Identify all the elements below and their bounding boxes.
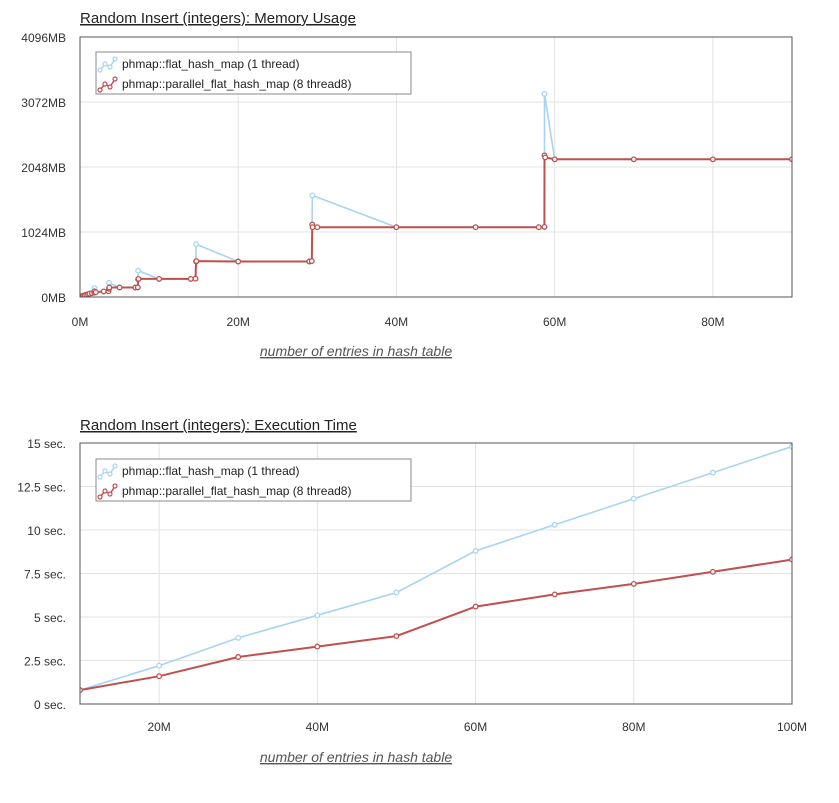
data-point xyxy=(630,580,637,587)
data-point xyxy=(135,275,142,282)
data-point xyxy=(100,288,107,295)
data-point xyxy=(187,275,194,282)
y-tick-label: 5 sec. xyxy=(34,611,66,625)
data-point xyxy=(393,224,400,231)
data-point xyxy=(193,241,200,248)
data-point xyxy=(135,267,142,274)
data-point xyxy=(393,589,400,596)
legend-entry: phmap::flat_hash_map (1 thread) xyxy=(122,57,299,71)
x-tick-label: 60M xyxy=(464,720,487,734)
chart-1: Random Insert (integers): Memory Usage 0M… xyxy=(21,10,793,359)
y-tick-label: 10 sec. xyxy=(27,524,66,538)
legend-entry: phmap::parallel_flat_hash_map (8 thread8… xyxy=(122,484,351,498)
data-point xyxy=(789,556,792,563)
data-point xyxy=(314,643,321,650)
plot-frame xyxy=(79,442,793,705)
legend-entry: phmap::parallel_flat_hash_map (8 thread8… xyxy=(122,77,351,91)
x-tick-label: 60M xyxy=(543,315,566,329)
y-tick-label: 7.5 sec. xyxy=(24,568,66,582)
series-line xyxy=(80,93,792,297)
x-tick-label: 80M xyxy=(622,720,645,734)
x-tick-label: 20M xyxy=(227,315,250,329)
y-tick-label: 1024MB xyxy=(21,226,66,240)
data-point xyxy=(551,156,558,163)
data-point xyxy=(789,156,792,163)
x-tick-label: 40M xyxy=(306,720,329,734)
x-tick-label: 80M xyxy=(701,315,724,329)
legend-entry: phmap::flat_hash_map (1 thread) xyxy=(122,464,299,478)
data-point xyxy=(235,654,242,660)
data-point xyxy=(472,224,479,231)
legend: phmap::flat_hash_map (1 thread)phmap::pa… xyxy=(95,51,412,95)
x-tick-label: 0M xyxy=(72,315,89,329)
series-line xyxy=(80,558,792,692)
legend-box xyxy=(95,51,412,95)
series-2 xyxy=(80,556,792,694)
data-point xyxy=(192,275,199,282)
chart-title: Random Insert (integers): Memory Usage xyxy=(80,10,356,27)
legend-box xyxy=(95,458,412,502)
data-point xyxy=(80,687,83,694)
data-point xyxy=(156,662,163,669)
legend-line-icon xyxy=(97,76,118,93)
data-point xyxy=(134,284,141,291)
data-point xyxy=(709,568,716,575)
series-2 xyxy=(80,152,792,297)
legend-line-icon xyxy=(97,56,118,73)
x-tick-label: 40M xyxy=(385,315,408,329)
x-tick-label: 20M xyxy=(147,720,170,734)
legend-line-icon xyxy=(97,483,118,500)
y-tick-label: 4096MB xyxy=(21,31,66,45)
data-point xyxy=(789,443,792,450)
data-point xyxy=(472,603,479,610)
series-line xyxy=(80,155,792,297)
data-point xyxy=(314,612,321,619)
series-1 xyxy=(80,443,792,694)
y-tick-label: 0 sec. xyxy=(34,698,66,712)
data-point xyxy=(106,279,112,286)
y-tick-label: 12.5 sec. xyxy=(17,481,66,495)
data-point xyxy=(472,547,479,554)
data-point xyxy=(106,284,113,291)
data-point xyxy=(314,224,321,231)
data-point xyxy=(630,495,637,502)
data-point xyxy=(92,289,99,296)
y-tick-label: 2048MB xyxy=(21,161,66,175)
legend-line-icon xyxy=(97,463,118,480)
series-line xyxy=(80,445,792,691)
chart-title: Random Insert (integers): Execution Time xyxy=(80,417,357,434)
data-point xyxy=(235,634,242,641)
x-axis-label: number of entries in hash table xyxy=(260,749,452,765)
y-tick-label: 0MB xyxy=(41,291,66,305)
data-point xyxy=(709,469,716,476)
data-point xyxy=(193,258,200,265)
data-point xyxy=(535,224,542,231)
x-tick-label: 100M xyxy=(777,720,807,734)
data-point xyxy=(542,154,549,161)
x-axis-label: number of entries in hash table xyxy=(260,343,452,359)
y-tick-label: 3072MB xyxy=(21,96,66,110)
series-1 xyxy=(80,90,792,297)
data-point xyxy=(551,521,558,528)
chart-2: Random Insert (integers): Execution Time… xyxy=(17,417,807,765)
data-point xyxy=(156,275,163,282)
data-point xyxy=(156,673,163,680)
data-point xyxy=(309,224,316,231)
data-point xyxy=(541,90,548,97)
data-point xyxy=(630,156,637,163)
data-point xyxy=(309,192,316,199)
data-point xyxy=(308,258,315,265)
y-tick-label: 15 sec. xyxy=(27,437,66,451)
plot-frame xyxy=(79,36,793,298)
data-point xyxy=(393,633,400,640)
data-point xyxy=(235,258,242,265)
data-point xyxy=(116,284,123,291)
data-point xyxy=(709,156,716,163)
data-point xyxy=(551,591,558,598)
legend: phmap::flat_hash_map (1 thread)phmap::pa… xyxy=(95,458,412,502)
y-tick-label: 2.5 sec. xyxy=(24,655,66,669)
data-point xyxy=(541,223,548,230)
